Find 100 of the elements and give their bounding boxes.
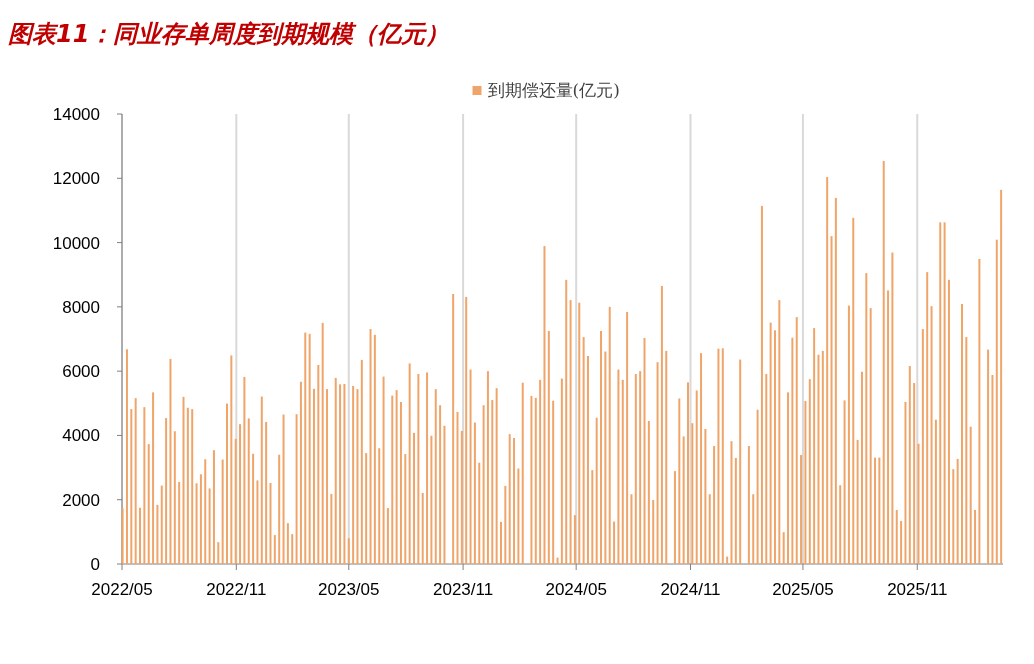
bar	[286, 523, 289, 564]
bar	[308, 333, 311, 564]
y-tick-label: 14000	[52, 105, 100, 124]
bar	[795, 317, 798, 564]
bar	[995, 239, 998, 564]
bar	[160, 485, 163, 564]
bar	[343, 384, 346, 564]
bar	[413, 432, 416, 564]
bar	[904, 402, 907, 564]
bar	[782, 532, 785, 564]
bar	[626, 312, 629, 564]
bar	[260, 396, 263, 564]
bar	[465, 296, 468, 564]
bar	[417, 374, 420, 564]
bar	[639, 371, 642, 564]
bar	[678, 398, 681, 564]
bar	[721, 348, 724, 564]
bar	[395, 390, 398, 564]
bar	[747, 446, 750, 564]
x-tick-label: 2022/05	[91, 580, 153, 599]
bar	[143, 407, 146, 564]
bar	[804, 401, 807, 564]
bar	[204, 459, 207, 564]
bar	[304, 332, 307, 564]
bar	[1000, 189, 1003, 564]
bar	[847, 305, 850, 564]
bar	[312, 388, 315, 564]
bar	[121, 508, 124, 564]
bar	[869, 308, 872, 564]
bar	[278, 454, 281, 564]
bar	[530, 395, 533, 564]
bar	[934, 419, 937, 564]
bar	[269, 483, 272, 564]
bar	[600, 330, 603, 564]
bar	[643, 338, 646, 564]
bar	[243, 376, 246, 564]
bar	[508, 434, 511, 564]
bar	[908, 366, 911, 564]
bar	[560, 378, 563, 564]
bar	[895, 510, 898, 564]
bar	[191, 409, 194, 564]
bar	[708, 494, 711, 564]
bar	[839, 485, 842, 564]
bar	[969, 426, 972, 564]
bar	[186, 407, 189, 564]
bar	[656, 362, 659, 564]
bar	[826, 177, 829, 564]
y-tick-label: 12000	[52, 169, 100, 189]
bar	[887, 290, 890, 564]
bar	[369, 329, 372, 564]
x-tick-label: 2023/11	[432, 580, 494, 599]
bar	[521, 382, 524, 564]
bar	[613, 521, 616, 564]
bar	[495, 388, 498, 564]
bar	[673, 471, 676, 564]
bar	[956, 458, 959, 564]
bar	[391, 395, 394, 564]
bar	[147, 444, 150, 564]
bar	[473, 422, 476, 564]
bar	[434, 389, 437, 564]
bar	[582, 337, 585, 564]
bar	[195, 483, 198, 564]
bar	[843, 400, 846, 564]
bar	[452, 294, 455, 564]
x-tick-label: 2024/11	[660, 580, 721, 599]
bar	[443, 425, 446, 564]
bar	[552, 400, 555, 564]
y-tick-label: 0	[90, 555, 100, 574]
bar	[974, 510, 977, 564]
bar	[178, 482, 181, 564]
bar	[421, 492, 424, 564]
bar	[621, 379, 624, 564]
bar	[882, 160, 885, 564]
bar	[430, 435, 433, 564]
bar	[239, 424, 242, 564]
bar	[291, 534, 294, 564]
bar	[808, 379, 811, 564]
bar	[221, 459, 224, 564]
bar	[630, 494, 633, 564]
bar	[499, 521, 502, 564]
bar	[360, 359, 363, 564]
bar	[373, 334, 376, 564]
y-tick-label: 4000	[62, 426, 100, 446]
bar	[921, 329, 924, 564]
x-tick-label: 2023/05	[318, 580, 380, 599]
bar	[813, 328, 816, 564]
bar	[212, 450, 215, 564]
x-tick-label: 2025/11	[887, 580, 948, 599]
bar	[791, 337, 794, 564]
bar	[226, 403, 228, 564]
bar	[821, 350, 824, 564]
bar	[265, 421, 268, 564]
bar	[152, 392, 155, 564]
bar	[765, 374, 768, 564]
bar	[208, 488, 211, 564]
bar	[991, 375, 994, 564]
bar	[652, 500, 655, 564]
bar	[647, 420, 650, 564]
bar	[734, 457, 737, 564]
bar	[930, 306, 933, 564]
